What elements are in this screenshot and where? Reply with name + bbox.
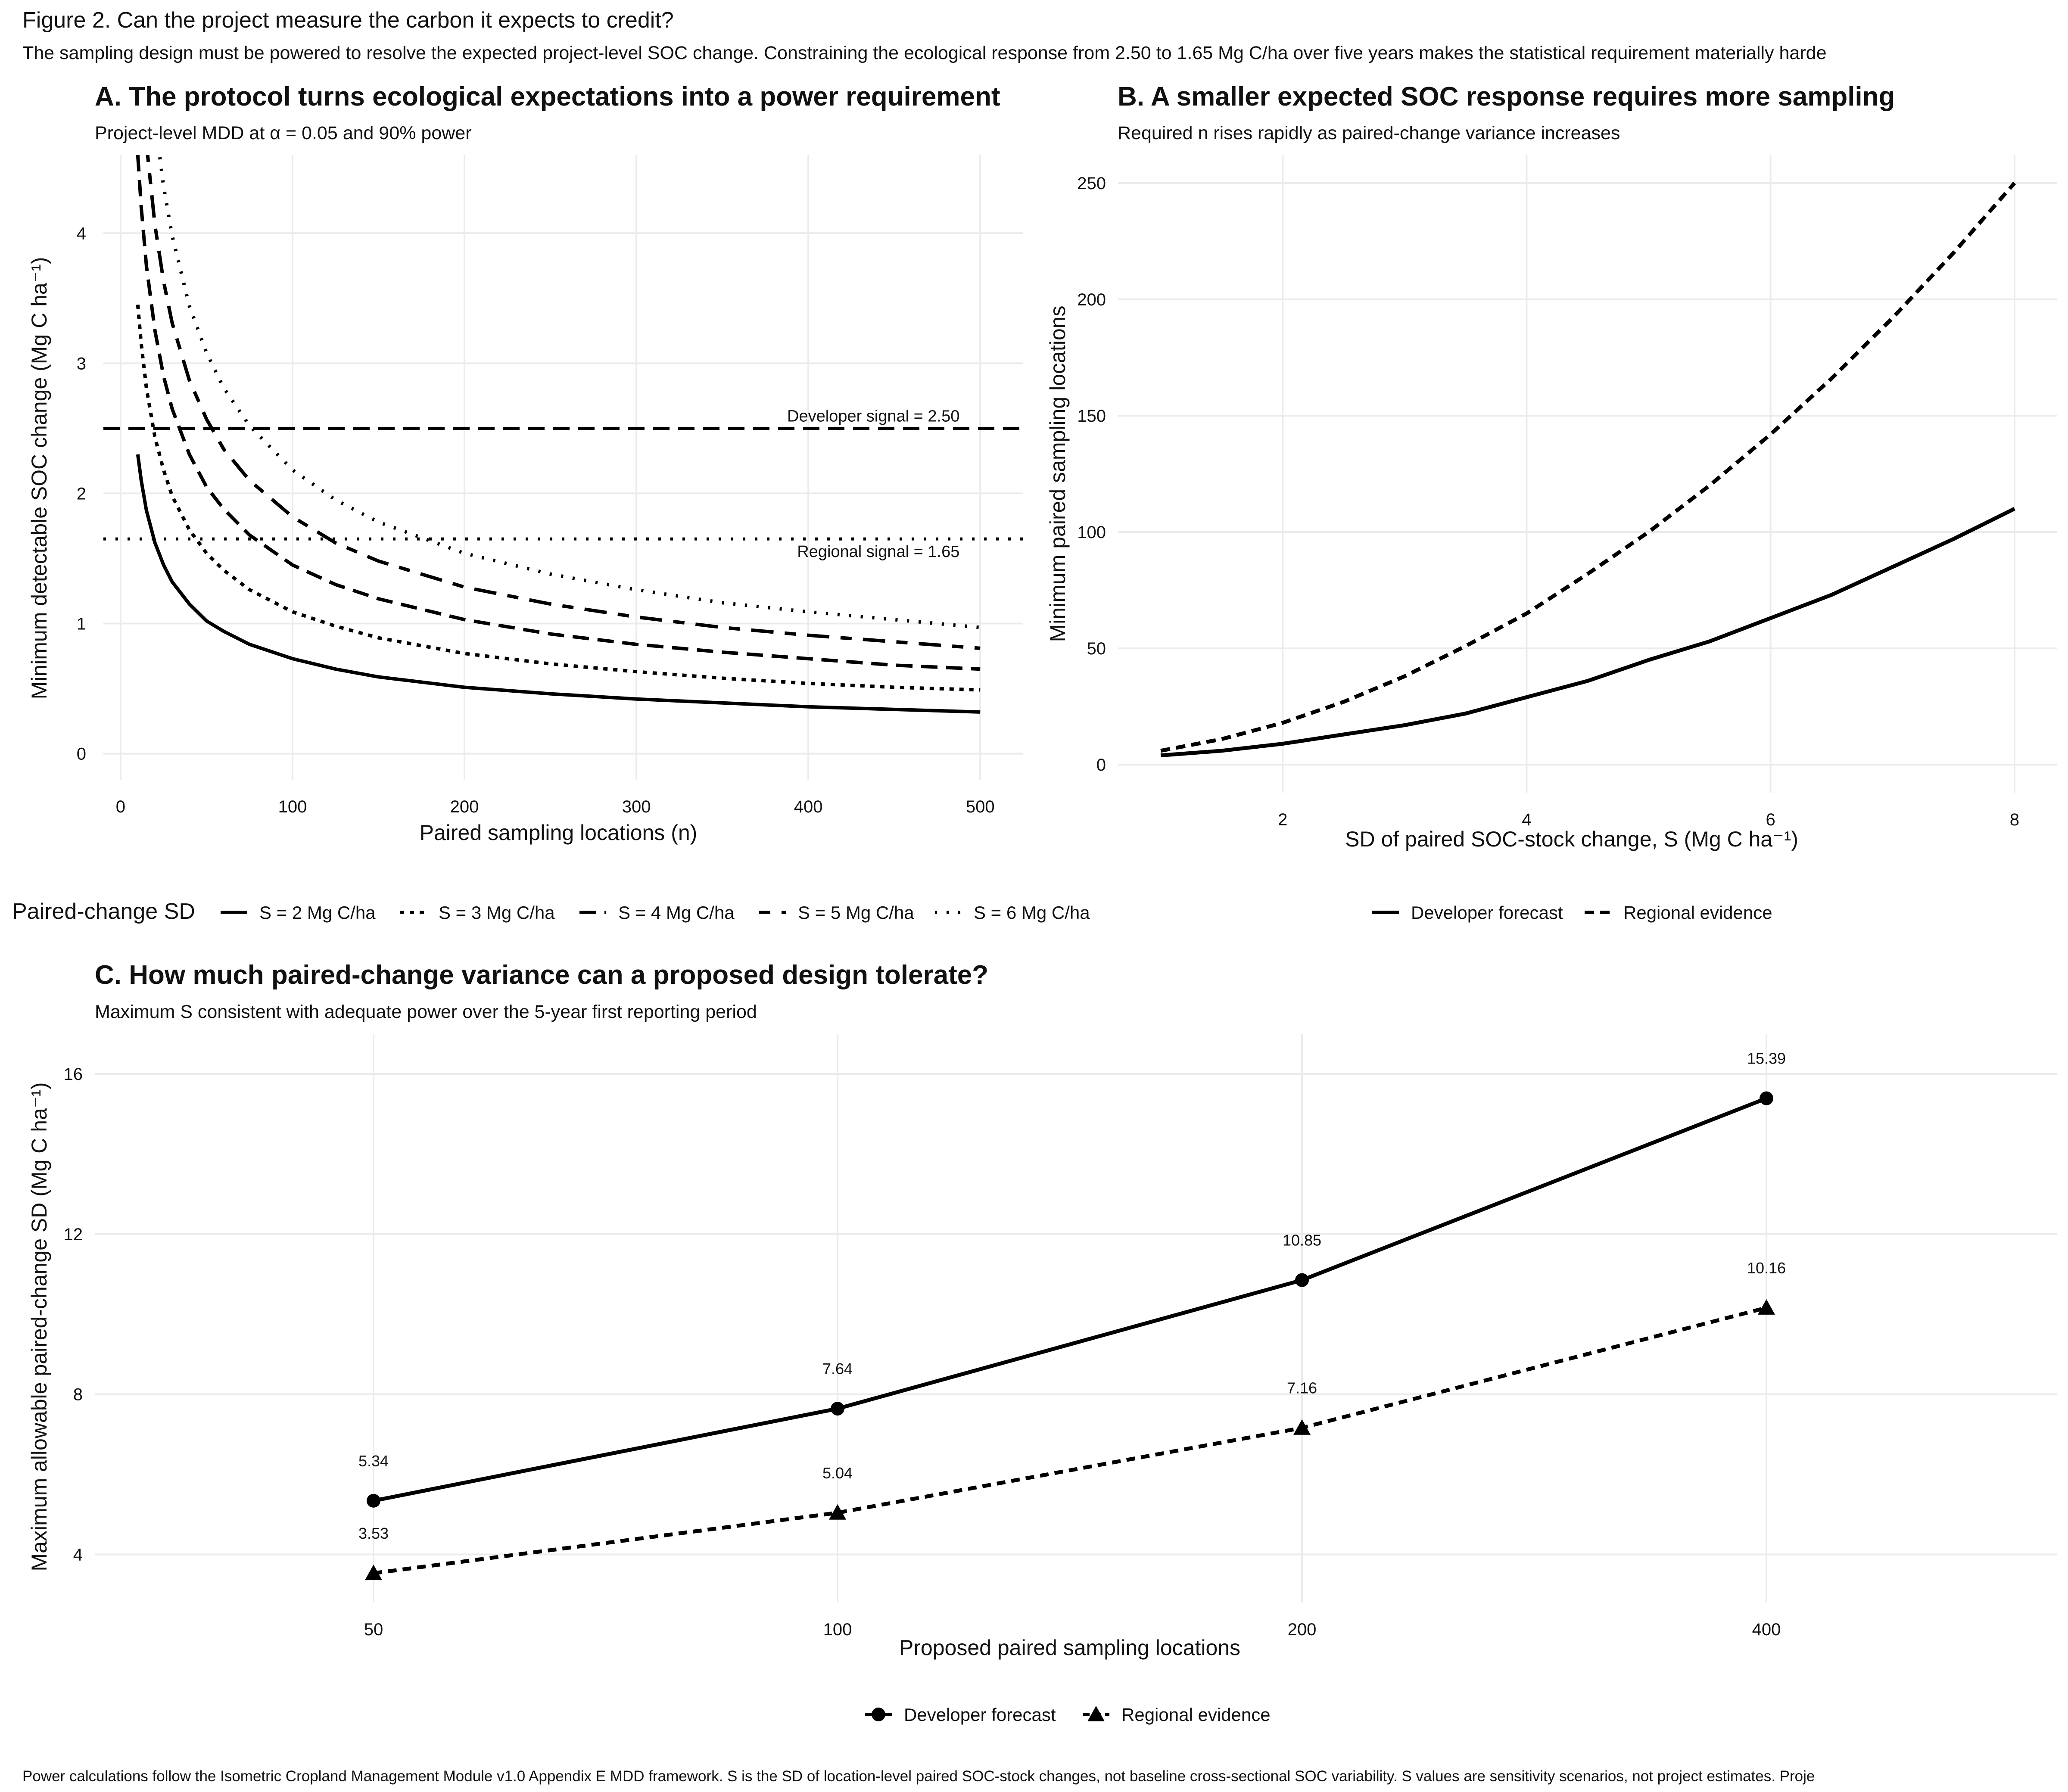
panel-c-x-axis-label: Proposed paired sampling locations: [899, 1636, 1240, 1660]
panel-a-plot-area: 0 100 200 300 400 500 0 1 2 3 4 Developer signal = …: [77, 155, 1023, 816]
panel-c-point-circle: [831, 1402, 844, 1416]
panel-a-reference-label: Regional signal = 1.65: [797, 543, 959, 561]
figure-title: Figure 2. Can the project measure the ca…: [22, 8, 674, 33]
panel-c-y-tick-label: 16: [64, 1065, 83, 1084]
figure-subtitle: The sampling design must be powered to r…: [22, 43, 1826, 63]
panel-a-y-tick-label: 4: [77, 224, 86, 243]
panel-a-x-tick-label: 0: [116, 797, 125, 816]
panel-c-data-label: 7.16: [1287, 1379, 1317, 1397]
panel-c-data-label: 5.34: [358, 1452, 389, 1470]
panel-c-plot-area: 50 100 200 400 4 8 12 16 5.34 7.64 10.85 15.39 3.53 5…: [64, 1034, 2057, 1639]
panel-c-data-label: 15.39: [1747, 1050, 1786, 1067]
panel-c: C. How much paired-change variance can a…: [27, 960, 2057, 1660]
panel-c-title: C. How much paired-change variance can a…: [95, 960, 988, 990]
panel-a-series-line: [146, 155, 981, 650]
panel-b-x-tick-label: 6: [1766, 810, 1775, 829]
panel-c-y-tick-label: 8: [73, 1385, 83, 1404]
panel-c-legend-triangle: [1087, 1706, 1105, 1721]
panel-c-point-circle: [367, 1493, 380, 1508]
panel-a-x-tick-label: 400: [794, 797, 823, 816]
panel-b: B. A smaller expected SOC response requi…: [1046, 82, 2057, 851]
panel-a-legend-label: S = 6 Mg C/ha: [974, 902, 1090, 923]
panel-a-x-tick-label: 500: [966, 797, 995, 816]
panel-b-y-tick-label: 100: [1077, 523, 1106, 542]
panel-b-y-tick-label: 200: [1077, 290, 1106, 309]
panel-c-subtitle: Maximum S consistent with adequate power…: [95, 1002, 757, 1022]
panel-b-x-tick-label: 2: [1278, 810, 1287, 829]
panel-c-point-circle: [1760, 1091, 1773, 1105]
panel-a-series-line: [136, 155, 981, 671]
panel-c-data-label: 7.64: [822, 1360, 853, 1378]
panel-a-x-tick-label: 300: [622, 797, 651, 816]
panel-a-legend-label: S = 3 Mg C/ha: [439, 902, 555, 923]
panel-c-point-triangle: [365, 1565, 382, 1580]
panel-c-x-tick-label: 100: [823, 1620, 852, 1639]
panel-b-subtitle: Required n rises rapidly as paired-chang…: [1118, 123, 1620, 143]
panel-c-x-tick-label: 400: [1752, 1620, 1781, 1639]
panel-c-point-triangle: [1758, 1299, 1775, 1315]
panel-a-reference-label: Developer signal = 2.50: [787, 407, 959, 425]
panel-c-y-tick-label: 12: [64, 1225, 83, 1244]
panel-b-title: B. A smaller expected SOC response requi…: [1118, 82, 1895, 112]
panel-c-y-axis-label: Maximum allowable paired-change SD (Mg C…: [27, 1082, 51, 1571]
panel-a-y-tick-label: 1: [77, 615, 86, 634]
panel-a-legend-title: Paired-change SD: [12, 899, 195, 924]
panel-a-legend-label: S = 5 Mg C/ha: [798, 902, 914, 923]
panel-b-legend-label: Developer forecast: [1411, 902, 1563, 923]
panel-c-data-label: 3.53: [358, 1524, 389, 1542]
panel-a-series-line: [136, 305, 981, 692]
panel-b-y-tick-label: 150: [1077, 407, 1106, 426]
panel-c-y-tick-label: 4: [73, 1545, 83, 1564]
panel-c-point-circle: [1295, 1273, 1309, 1287]
panel-b-y-tick-label: 250: [1077, 174, 1106, 193]
panel-c-legend: Developer forecast Regional evidence: [865, 1705, 1271, 1725]
panel-a-y-axis-label: Minimum detectable SOC change (Mg C ha⁻¹…: [27, 257, 51, 700]
panel-a-legend-label: S = 2 Mg C/ha: [259, 902, 376, 923]
panel-c-data-label: 10.85: [1283, 1232, 1321, 1249]
panel-b-y-axis-label: Minimum paired sampling locations: [1046, 306, 1070, 642]
panel-c-point-triangle: [829, 1504, 846, 1520]
panel-c-series-line: [373, 1096, 1767, 1503]
panel-a-legend: Paired-change SD S = 2 Mg C/ha S = 3 Mg C…: [12, 899, 1090, 924]
panel-a-y-tick-label: 0: [77, 745, 86, 764]
panel-a-series-group: [136, 155, 981, 714]
panel-c-point-triangle: [1293, 1419, 1311, 1435]
panel-a-subtitle: Project-level MDD at α = 0.05 and 90% po…: [95, 123, 472, 143]
panel-c-legend-circle: [872, 1708, 885, 1721]
panel-a-series-line: [136, 454, 981, 714]
panel-a-legend-label: S = 4 Mg C/ha: [618, 902, 735, 923]
panel-b-plot-area: 2 4 6 8 0 50 100 150 200 250: [1077, 155, 2057, 829]
panel-b-y-tick-label: 0: [1096, 756, 1106, 775]
panel-c-data-label: 10.16: [1747, 1259, 1786, 1277]
panel-a-x-tick-label: 200: [450, 797, 479, 816]
panel-b-series-line: [1160, 181, 2016, 753]
panel-c-data-label: 5.04: [822, 1464, 853, 1482]
panel-c-legend-label: Developer forecast: [904, 1705, 1056, 1725]
panel-b-x-tick-label: 8: [2010, 810, 2019, 829]
panel-a-x-axis-label: Paired sampling locations (n): [420, 821, 698, 845]
panel-c-legend-label: Regional evidence: [1121, 1705, 1271, 1725]
panel-b-x-tick-label: 4: [1522, 810, 1531, 829]
panel-c-x-tick-label: 200: [1288, 1620, 1317, 1639]
panel-a-y-tick-label: 2: [77, 484, 86, 503]
panel-a-y-tick-label: 3: [77, 354, 86, 373]
panel-b-x-axis-label: SD of paired SOC-stock change, S (Mg C h…: [1345, 827, 1798, 851]
panel-a-x-tick-label: 100: [278, 797, 307, 816]
panel-a-title: A. The protocol turns ecological expecta…: [95, 82, 1000, 112]
panel-c-series-line: [373, 1306, 1767, 1575]
panel-c-x-tick-label: 50: [364, 1620, 383, 1639]
panel-b-legend-label: Regional evidence: [1623, 902, 1772, 923]
panel-b-y-tick-label: 50: [1087, 639, 1106, 658]
panel-a: A. The protocol turns ecological expecta…: [27, 82, 1023, 845]
figure-caption: Power calculations follow the Isometric …: [22, 1768, 1815, 1785]
panel-b-series-line: [1160, 507, 2015, 758]
panel-b-legend: Developer forecast Regional evidence: [1372, 902, 1772, 923]
